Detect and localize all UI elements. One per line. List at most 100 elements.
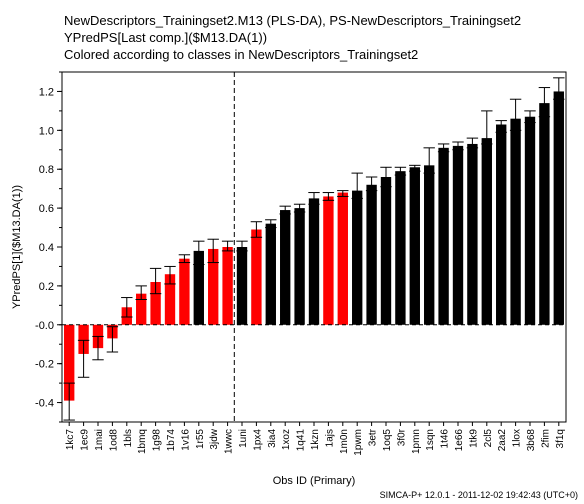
bar-1kzn xyxy=(308,198,320,325)
error-bar-1sqn xyxy=(423,147,435,174)
x-tick-label-1e66: 1e66 xyxy=(454,429,465,452)
x-tick-label-1mai: 1mai xyxy=(94,429,105,451)
bar-1lox xyxy=(510,118,521,325)
x-tick-label-3f1q: 3f1q xyxy=(555,429,566,448)
x-tick-label-2cl5: 2cl5 xyxy=(483,429,494,448)
x-tick-label-1kc7: 1kc7 xyxy=(65,429,76,451)
error-bar-1bmq xyxy=(135,285,147,300)
x-tick-label-1xoz: 1xoz xyxy=(281,429,292,450)
bar-2aa2 xyxy=(496,124,507,325)
error-bar-1pwm xyxy=(351,172,363,199)
error-bar-1t46 xyxy=(437,143,450,153)
x-tick-label-1r55: 1r55 xyxy=(195,429,206,449)
bar-3f1q xyxy=(553,91,564,325)
bar-3jdw xyxy=(208,248,219,325)
x-tick-label-1t46: 1t46 xyxy=(440,429,451,449)
error-bar-2fim xyxy=(538,87,551,118)
error-bar-1xoz xyxy=(279,205,291,215)
x-tick-label-1pmn: 1pmn xyxy=(411,429,422,454)
error-bar-1ec9 xyxy=(77,339,90,378)
software-footer: SIMCA-P+ 12.0.1 - 2011-12-02 19:42:43 (U… xyxy=(379,490,578,500)
bar-2fim xyxy=(539,103,550,325)
bar-1oq5 xyxy=(380,177,392,325)
error-bar-3b68 xyxy=(524,110,536,124)
x-tick-label-3etr: 3etr xyxy=(368,428,379,446)
x-tick-label-1uni: 1uni xyxy=(238,429,249,448)
error-bar-2aa2 xyxy=(495,120,507,133)
y-tick-label--0.0: -0.0 xyxy=(35,320,54,332)
bar-1ec9 xyxy=(78,324,89,354)
x-tick-label-1tk9: 1tk9 xyxy=(468,429,479,448)
error-bar-1uni xyxy=(236,240,248,252)
error-bar-1q41 xyxy=(293,203,306,213)
x-tick-label-1v16: 1v16 xyxy=(180,429,191,451)
bar-1t46 xyxy=(438,147,449,325)
error-bar-2cl5 xyxy=(481,110,493,145)
chart-title-line-2: YPredPS[Last comp.]($M13.DA(1)) xyxy=(64,30,268,45)
error-bar-1b74 xyxy=(164,265,176,285)
bar-3b68 xyxy=(524,116,536,325)
y-axis-label: YPredPS[1]($M13.DA(1)) xyxy=(11,185,23,309)
x-axis-label: Obs ID (Primary) xyxy=(273,475,356,487)
error-bar-1bls xyxy=(121,297,133,318)
error-bar-1kzn xyxy=(308,192,320,205)
y-tick-label-0.2: 0.2 xyxy=(39,281,54,293)
y-tick-label--0.4: -0.4 xyxy=(35,398,54,410)
x-tick-label-1wwc: 1wwc xyxy=(224,429,235,454)
error-bar-1od8 xyxy=(106,326,119,353)
x-tick-label-1px4: 1px4 xyxy=(252,429,263,451)
error-bar-1e66 xyxy=(452,141,464,151)
error-bar-3f1q xyxy=(553,77,565,100)
bar-1e66 xyxy=(452,145,464,325)
bar-3etr xyxy=(366,184,377,325)
error-bar-3ia4 xyxy=(265,219,277,229)
bar-1pmn xyxy=(409,167,420,325)
y-tick-label-0.4: 0.4 xyxy=(39,242,54,254)
error-bar-1ajs xyxy=(322,192,335,201)
bar-3ia4 xyxy=(265,223,276,325)
chart-title-line-1: NewDescriptors_Trainingset2.M13 (PLS-DA)… xyxy=(64,13,522,28)
bar-1ajs xyxy=(323,196,334,325)
x-tick-label-1m0n: 1m0n xyxy=(339,429,350,454)
bar-1m0n xyxy=(337,192,348,325)
error-bar-1oq5 xyxy=(380,166,392,188)
x-tick-label-1oq5: 1oq5 xyxy=(382,429,393,452)
bar-1r55 xyxy=(193,250,204,325)
x-tick-label-1sqn: 1sqn xyxy=(425,429,436,451)
x-tick-label-1bls: 1bls xyxy=(123,429,134,447)
x-tick-label-2aa2: 2aa2 xyxy=(497,429,508,452)
x-tick-label-1bmq: 1bmq xyxy=(137,429,148,454)
x-tick-label-1g98: 1g98 xyxy=(152,429,163,452)
x-tick-label-3jdw: 3jdw xyxy=(209,428,220,449)
chart-title-line-3: Colored according to classes in NewDescr… xyxy=(64,47,419,62)
error-bar-1px4 xyxy=(250,221,263,238)
bar-1xoz xyxy=(280,210,291,325)
error-bar-1mai xyxy=(92,335,104,361)
bar-1b74 xyxy=(164,274,176,325)
y-tick-label-0.8: 0.8 xyxy=(39,164,54,176)
error-bar-1r55 xyxy=(193,240,205,265)
bar-1sqn xyxy=(424,165,435,325)
bar-1tk9 xyxy=(467,143,478,325)
bar-1uni xyxy=(236,247,248,325)
error-bar-1pmn xyxy=(409,164,421,172)
x-tick-label-1od8: 1od8 xyxy=(108,429,119,452)
x-tick-label-1ec9: 1ec9 xyxy=(80,429,91,451)
bar-1px4 xyxy=(251,229,262,325)
bar-1kc7 xyxy=(64,324,75,401)
bar-1pwm xyxy=(352,190,363,325)
x-tick-label-1ajs: 1ajs xyxy=(324,429,335,447)
error-bar-1g98 xyxy=(149,267,162,295)
x-tick-label-3f0r: 3f0r xyxy=(396,428,407,446)
y-tick-label-1.0: 1.0 xyxy=(39,125,54,137)
x-tick-label-1q41: 1q41 xyxy=(296,429,307,452)
error-bar-1kc7 xyxy=(63,382,75,421)
error-bar-1tk9 xyxy=(466,137,479,149)
error-bar-1lox xyxy=(509,98,522,131)
y-tick-label-1.2: 1.2 xyxy=(39,86,54,98)
y-tick-label-0.6: 0.6 xyxy=(39,203,54,215)
error-bar-1v16 xyxy=(178,254,191,264)
y-tick-label--0.2: -0.2 xyxy=(35,359,54,371)
error-bar-3etr xyxy=(365,176,378,192)
bar-1bmq xyxy=(136,293,147,325)
